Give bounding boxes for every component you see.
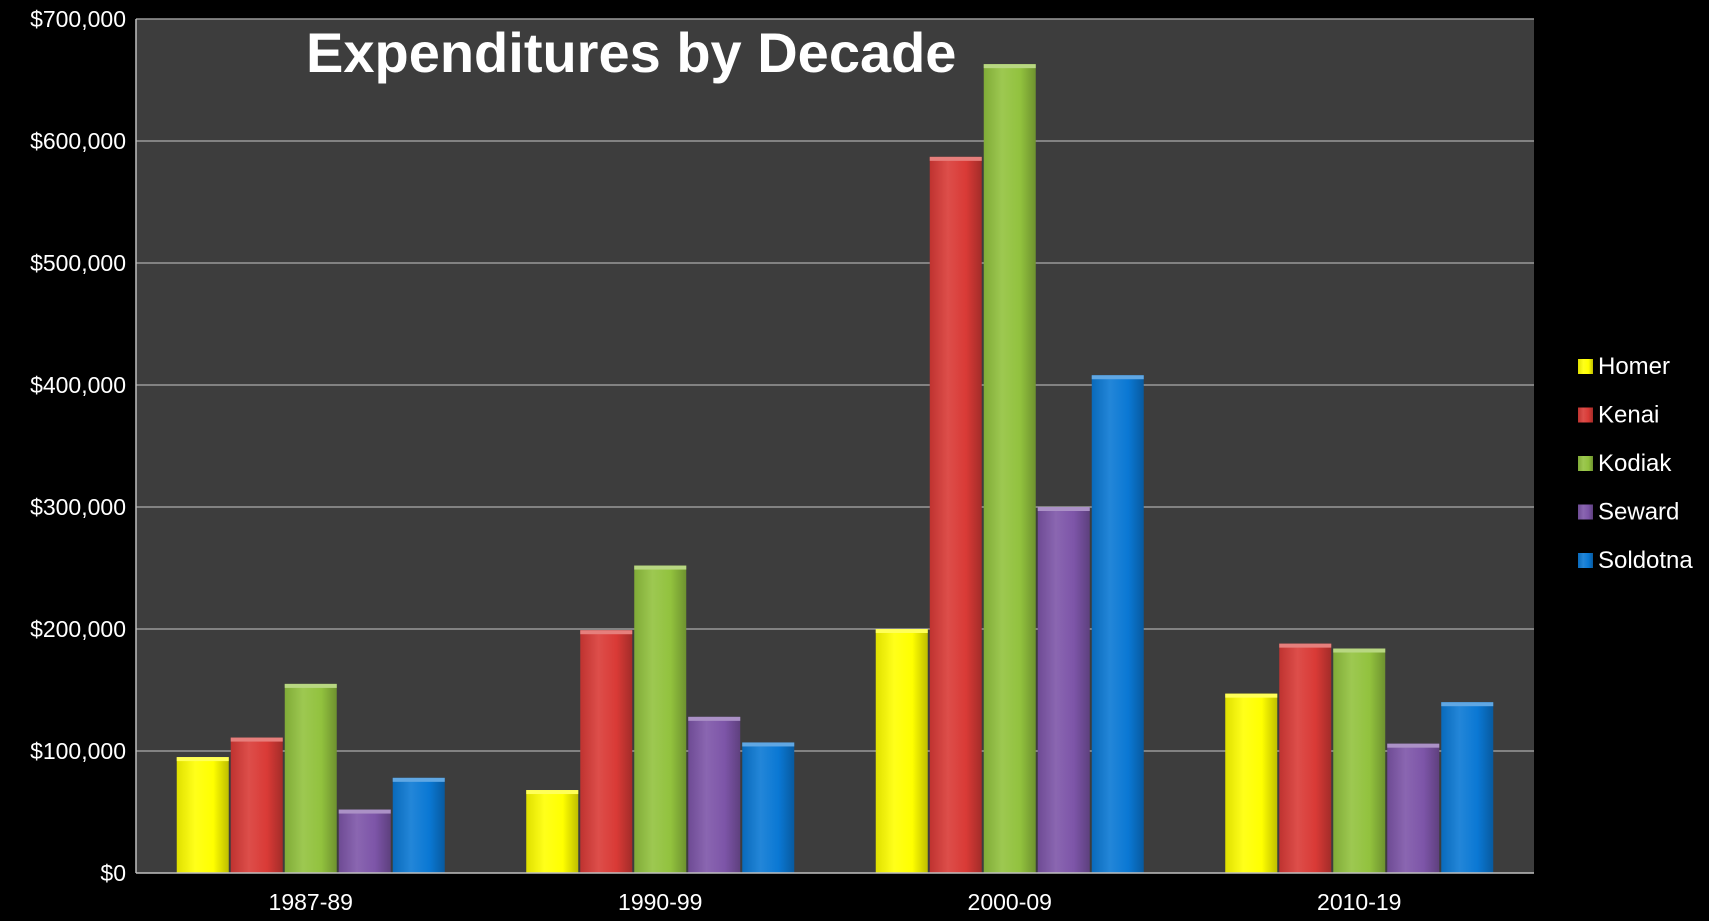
legend-label-kenai: Kenai xyxy=(1598,402,1659,429)
legend-label-homer: Homer xyxy=(1598,353,1670,380)
x-tick-label: 1987-89 xyxy=(269,889,353,915)
bar-top-homer-2010-19 xyxy=(1225,693,1278,698)
legend-swatch-kenai xyxy=(1578,407,1593,423)
legend-label-kodiak: Kodiak xyxy=(1598,450,1672,477)
bar-soldotna-1987-89 xyxy=(392,777,445,873)
y-tick-label: $0 xyxy=(100,860,126,886)
bar-top-kenai-1990-99 xyxy=(580,630,633,635)
gridlines xyxy=(136,18,1534,752)
y-tick-label: $300,000 xyxy=(30,494,126,520)
bar-kodiak-1987-89 xyxy=(284,683,337,873)
bar-homer-1987-89 xyxy=(176,757,229,873)
y-tick-label: $700,000 xyxy=(30,6,126,32)
legend-label-seward: Seward xyxy=(1598,499,1679,526)
bar-top-kenai-2010-19 xyxy=(1279,643,1332,648)
bar-top-seward-2010-19 xyxy=(1387,743,1440,748)
y-tick-label: $600,000 xyxy=(30,128,126,154)
bar-top-homer-2000-09 xyxy=(875,629,928,633)
bar-kenai-1987-89 xyxy=(230,737,283,873)
bar-top-soldotna-1990-99 xyxy=(742,742,795,747)
bar-top-homer-1990-99 xyxy=(526,790,579,795)
bar-top-soldotna-2010-19 xyxy=(1441,702,1494,707)
bar-seward-2000-09 xyxy=(1037,507,1090,873)
bar-top-soldotna-2000-09 xyxy=(1091,375,1144,380)
legend-swatch-soldotna xyxy=(1578,553,1593,568)
x-tick-label: 1990-99 xyxy=(618,889,702,915)
bar-homer-2000-09 xyxy=(875,629,928,873)
legend-label-soldotna: Soldotna xyxy=(1598,547,1693,574)
bar-seward-1987-89 xyxy=(338,809,391,873)
bar-homer-2010-19 xyxy=(1225,693,1278,873)
y-tick-label: $200,000 xyxy=(30,616,126,642)
y-axis: $0 $100,000 $200,000 $300,000 $400,000 $500,0… xyxy=(30,6,137,886)
bars xyxy=(176,64,1494,874)
bar-top-seward-1990-99 xyxy=(688,716,741,721)
legend-swatch-kodiak xyxy=(1578,456,1593,471)
x-tick-label: 2000-09 xyxy=(968,889,1052,915)
bar-top-kenai-2000-09 xyxy=(929,156,982,161)
bar-kenai-1990-99 xyxy=(580,630,633,873)
bar-top-kodiak-1987-89 xyxy=(284,683,337,688)
bar-seward-1990-99 xyxy=(688,716,741,873)
y-tick-label: $400,000 xyxy=(30,372,126,398)
y-tick-label: $100,000 xyxy=(30,738,126,764)
bar-homer-1990-99 xyxy=(526,790,579,873)
bar-kenai-2010-19 xyxy=(1279,643,1332,873)
bar-kodiak-1990-99 xyxy=(634,565,687,873)
legend-swatch-seward xyxy=(1578,504,1593,520)
bar-top-kodiak-2000-09 xyxy=(983,64,1036,69)
bar-top-kodiak-1990-99 xyxy=(634,565,687,570)
bar-top-kodiak-2010-19 xyxy=(1333,648,1386,653)
bar-top-seward-2000-09 xyxy=(1037,507,1090,511)
chart-title: Expenditures by Decade xyxy=(306,21,956,84)
bar-kodiak-2010-19 xyxy=(1333,648,1386,873)
y-tick-label: $500,000 xyxy=(30,250,126,276)
legend-swatch-homer xyxy=(1578,359,1593,374)
bar-soldotna-2000-09 xyxy=(1091,375,1144,873)
legend: Homer Kenai Kodiak Seward Soldotna xyxy=(1578,353,1693,574)
bar-top-homer-1987-89 xyxy=(176,757,229,762)
bar-kodiak-2000-09 xyxy=(983,64,1036,873)
bar-kenai-2000-09 xyxy=(929,156,982,874)
bar-top-soldotna-1987-89 xyxy=(392,777,445,782)
bar-top-seward-1987-89 xyxy=(338,809,391,814)
bar-soldotna-2010-19 xyxy=(1441,702,1494,873)
bar-seward-2010-19 xyxy=(1387,743,1440,873)
bar-soldotna-1990-99 xyxy=(742,742,795,873)
x-tick-label: 2010-19 xyxy=(1317,889,1401,915)
bar-top-kenai-1987-89 xyxy=(230,737,283,742)
x-axis: 1987-89 1990-99 2000-09 2010-19 xyxy=(136,872,1534,915)
